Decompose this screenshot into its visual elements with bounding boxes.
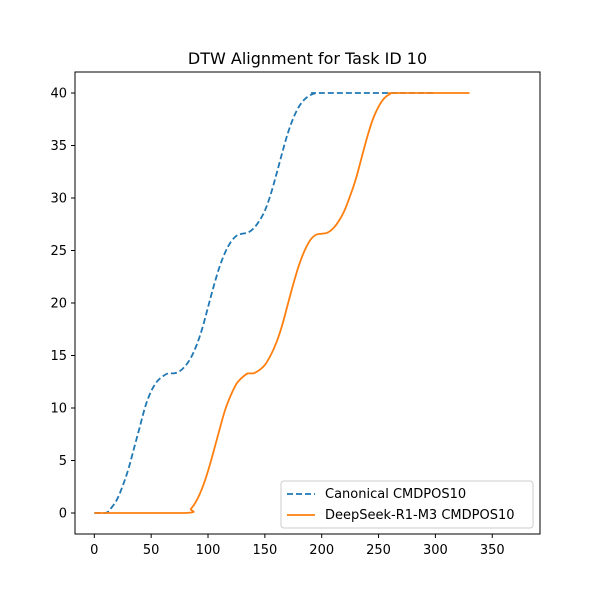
x-tick-label: 350 bbox=[480, 543, 505, 558]
x-tick-label: 300 bbox=[423, 543, 448, 558]
series-layer bbox=[94, 92, 470, 514]
x-tick-label: 150 bbox=[252, 543, 277, 558]
y-tick-label: 35 bbox=[50, 139, 67, 154]
x-axis: 0 50 100 150 200 250 300 350 bbox=[90, 534, 505, 558]
x-tick-label: 50 bbox=[143, 543, 160, 558]
y-tick-label: 0 bbox=[59, 507, 67, 522]
x-tick-label: 250 bbox=[366, 543, 391, 558]
x-tick-label: 0 bbox=[90, 543, 98, 558]
y-tick-label: 25 bbox=[50, 244, 67, 259]
y-tick-label: 40 bbox=[50, 87, 67, 102]
y-tick-label: 30 bbox=[50, 192, 67, 207]
y-tick-label: 15 bbox=[50, 349, 67, 364]
deepseek-series-line bbox=[94, 92, 470, 514]
legend-label-deepseek: DeepSeek-R1-M3 CMDPOS10 bbox=[325, 508, 515, 523]
legend-label-canonical: Canonical CMDPOS10 bbox=[325, 487, 466, 502]
x-tick-label: 200 bbox=[309, 543, 334, 558]
y-tick-label: 5 bbox=[59, 454, 67, 469]
y-axis: 0 5 10 15 20 25 30 35 40 bbox=[50, 87, 75, 522]
x-tick-label: 100 bbox=[196, 543, 221, 558]
canonical-series-line bbox=[94, 92, 436, 514]
y-tick-label: 10 bbox=[50, 402, 67, 417]
y-tick-label: 20 bbox=[50, 297, 67, 312]
legend: Canonical CMDPOS10 DeepSeek-R1-M3 CMDPOS… bbox=[280, 480, 534, 529]
chart-title: DTW Alignment for Task ID 10 bbox=[188, 49, 427, 68]
legend-box bbox=[280, 480, 534, 529]
